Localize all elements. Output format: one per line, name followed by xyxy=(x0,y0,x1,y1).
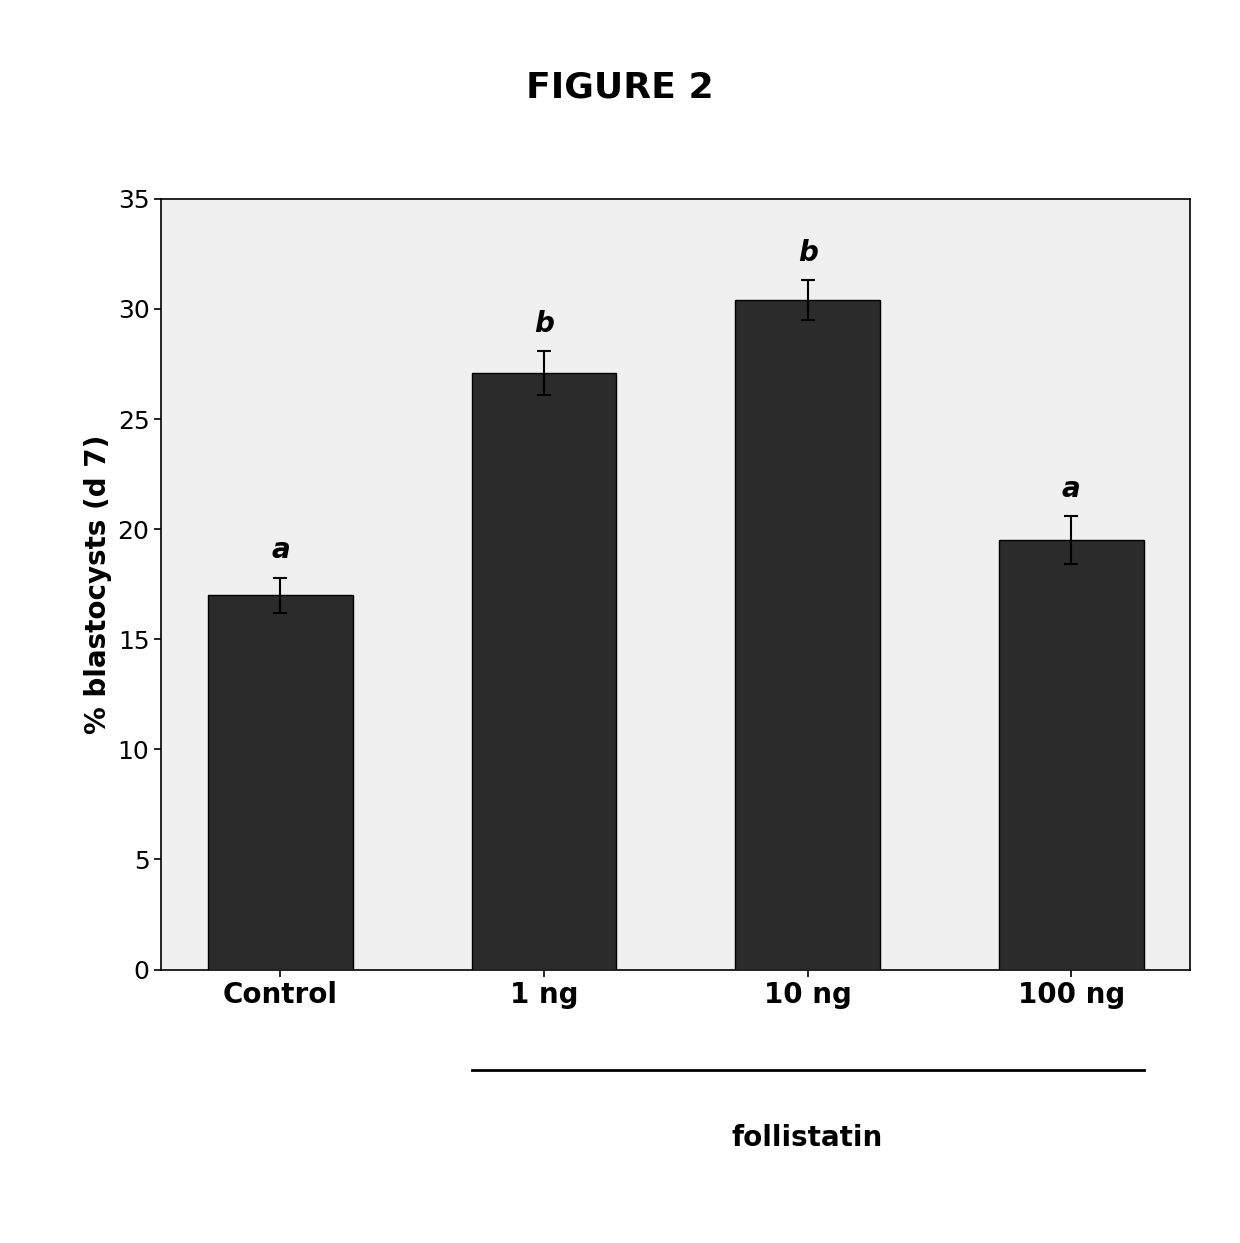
Text: a: a xyxy=(1061,475,1080,502)
Text: b: b xyxy=(534,310,554,338)
Text: a: a xyxy=(272,537,290,564)
Bar xyxy=(208,595,353,970)
Bar xyxy=(471,373,616,970)
Y-axis label: % blastocysts (d 7): % blastocysts (d 7) xyxy=(84,435,112,733)
Text: FIGURE 2: FIGURE 2 xyxy=(526,70,714,104)
Bar xyxy=(998,541,1143,970)
Text: follistatin: follistatin xyxy=(732,1124,883,1152)
Bar xyxy=(735,300,880,970)
Text: b: b xyxy=(797,239,817,267)
